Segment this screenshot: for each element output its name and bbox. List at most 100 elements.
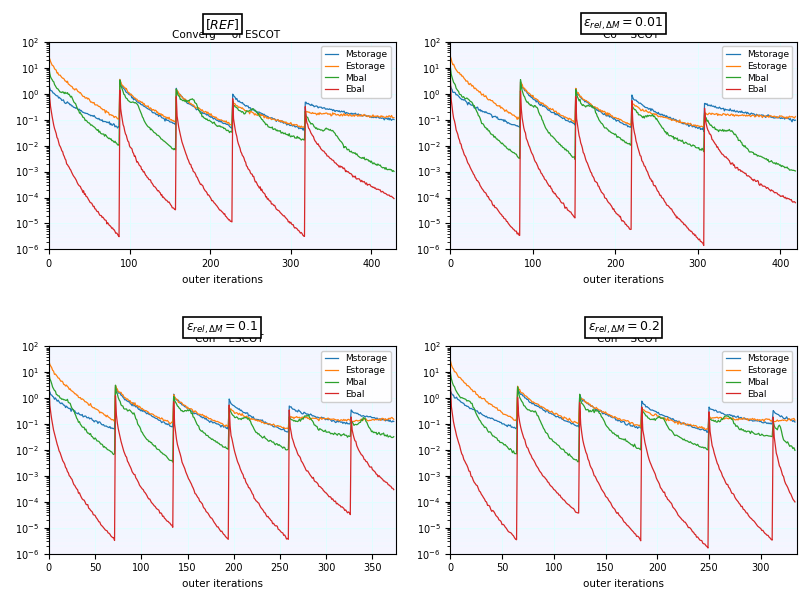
- Ebal: [165, 200, 174, 207]
- Mbal: [732, 423, 742, 431]
- Mbal: [54, 88, 64, 95]
- Ebal: [445, 73, 455, 80]
- Mbal: [654, 120, 663, 127]
- Mstorage: [449, 394, 459, 402]
- X-axis label: outer iterations: outer iterations: [182, 275, 263, 284]
- Mstorage: [703, 101, 713, 109]
- Mbal: [268, 439, 277, 446]
- Text: Converg: Converg: [172, 30, 222, 40]
- X-axis label: outer iterations: outer iterations: [582, 579, 663, 589]
- Mstorage: [732, 413, 742, 420]
- Estorage: [165, 115, 174, 123]
- Line: Mstorage: Mstorage: [450, 82, 794, 131]
- Line: Mstorage: Mstorage: [450, 388, 794, 432]
- Mbal: [703, 119, 713, 126]
- Text: $\varepsilon_{rel,\Delta M} = 0.01$: $\varepsilon_{rel,\Delta M} = 0.01$: [582, 15, 663, 31]
- Mstorage: [722, 106, 732, 114]
- Estorage: [339, 110, 349, 117]
- Ebal: [521, 444, 531, 451]
- Mbal: [165, 143, 174, 150]
- Line: Estorage: Estorage: [49, 361, 393, 429]
- Estorage: [445, 53, 455, 60]
- Text: SCOT: SCOT: [623, 334, 658, 344]
- Line: Mbal: Mbal: [450, 372, 794, 461]
- Estorage: [44, 54, 54, 61]
- Mstorage: [182, 404, 191, 411]
- Ebal: [732, 498, 742, 505]
- Estorage: [728, 416, 738, 423]
- Line: Mstorage: Mstorage: [49, 80, 393, 131]
- Mbal: [449, 383, 459, 390]
- Mstorage: [122, 397, 131, 404]
- Mstorage: [445, 387, 455, 394]
- Ebal: [384, 483, 394, 490]
- Estorage: [368, 114, 378, 121]
- Line: Estorage: Estorage: [49, 57, 393, 127]
- Estorage: [703, 110, 713, 117]
- Legend: Mstorage, Estorage, Mbal, Ebal: Mstorage, Estorage, Mbal, Ebal: [320, 351, 391, 402]
- Mstorage: [654, 111, 663, 118]
- Estorage: [54, 71, 64, 79]
- Estorage: [364, 114, 374, 121]
- Estorage: [548, 410, 558, 417]
- Mbal: [445, 63, 455, 71]
- Line: Ebal: Ebal: [49, 382, 393, 541]
- Line: Ebal: Ebal: [450, 77, 794, 245]
- Mbal: [339, 144, 349, 152]
- Mbal: [182, 408, 191, 415]
- Ebal: [703, 127, 713, 135]
- Line: Mbal: Mbal: [49, 67, 393, 172]
- Mbal: [553, 139, 563, 146]
- Line: Ebal: Ebal: [49, 77, 393, 237]
- Estorage: [445, 356, 455, 364]
- Estorage: [384, 416, 394, 423]
- Ebal: [705, 130, 714, 138]
- Ebal: [182, 471, 191, 478]
- Mstorage: [368, 114, 378, 121]
- Ebal: [54, 141, 64, 149]
- Text: ESCOT: ESCOT: [222, 334, 264, 344]
- Mstorage: [384, 417, 394, 424]
- X-axis label: outer iterations: outer iterations: [582, 275, 663, 284]
- Estorage: [722, 111, 732, 118]
- Mbal: [58, 89, 68, 96]
- Mstorage: [236, 406, 246, 414]
- Estorage: [122, 396, 131, 403]
- Text: Con: Con: [596, 334, 623, 344]
- Ebal: [654, 190, 663, 197]
- Mstorage: [639, 401, 649, 408]
- Mstorage: [553, 112, 563, 119]
- Mstorage: [728, 412, 738, 419]
- Estorage: [268, 421, 277, 428]
- Text: Con: Con: [195, 334, 222, 344]
- Mbal: [726, 127, 736, 134]
- Ebal: [548, 486, 558, 493]
- Mstorage: [521, 396, 531, 403]
- Ebal: [268, 520, 277, 527]
- Estorage: [58, 75, 68, 82]
- Ebal: [339, 164, 349, 172]
- Mbal: [122, 405, 131, 413]
- Ebal: [58, 151, 68, 158]
- X-axis label: outer iterations: outer iterations: [182, 579, 263, 589]
- Ebal: [368, 184, 378, 191]
- Text: of ESCOT: of ESCOT: [222, 30, 280, 40]
- Ebal: [728, 491, 738, 498]
- Estorage: [44, 357, 54, 364]
- Mbal: [705, 121, 714, 129]
- Line: Mbal: Mbal: [450, 67, 794, 171]
- Estorage: [726, 111, 736, 118]
- Estorage: [236, 412, 246, 419]
- Mbal: [728, 420, 738, 427]
- Mbal: [368, 159, 378, 167]
- Ebal: [722, 155, 732, 162]
- Estorage: [553, 109, 563, 117]
- Mstorage: [44, 388, 54, 395]
- Ebal: [236, 467, 246, 475]
- Text: Co: Co: [603, 30, 623, 40]
- Mstorage: [363, 413, 372, 420]
- Text: $\varepsilon_{rel,\Delta M} = 0.1$: $\varepsilon_{rel,\Delta M} = 0.1$: [186, 320, 258, 336]
- Mstorage: [58, 96, 68, 103]
- Ebal: [553, 194, 563, 202]
- Mstorage: [445, 82, 455, 89]
